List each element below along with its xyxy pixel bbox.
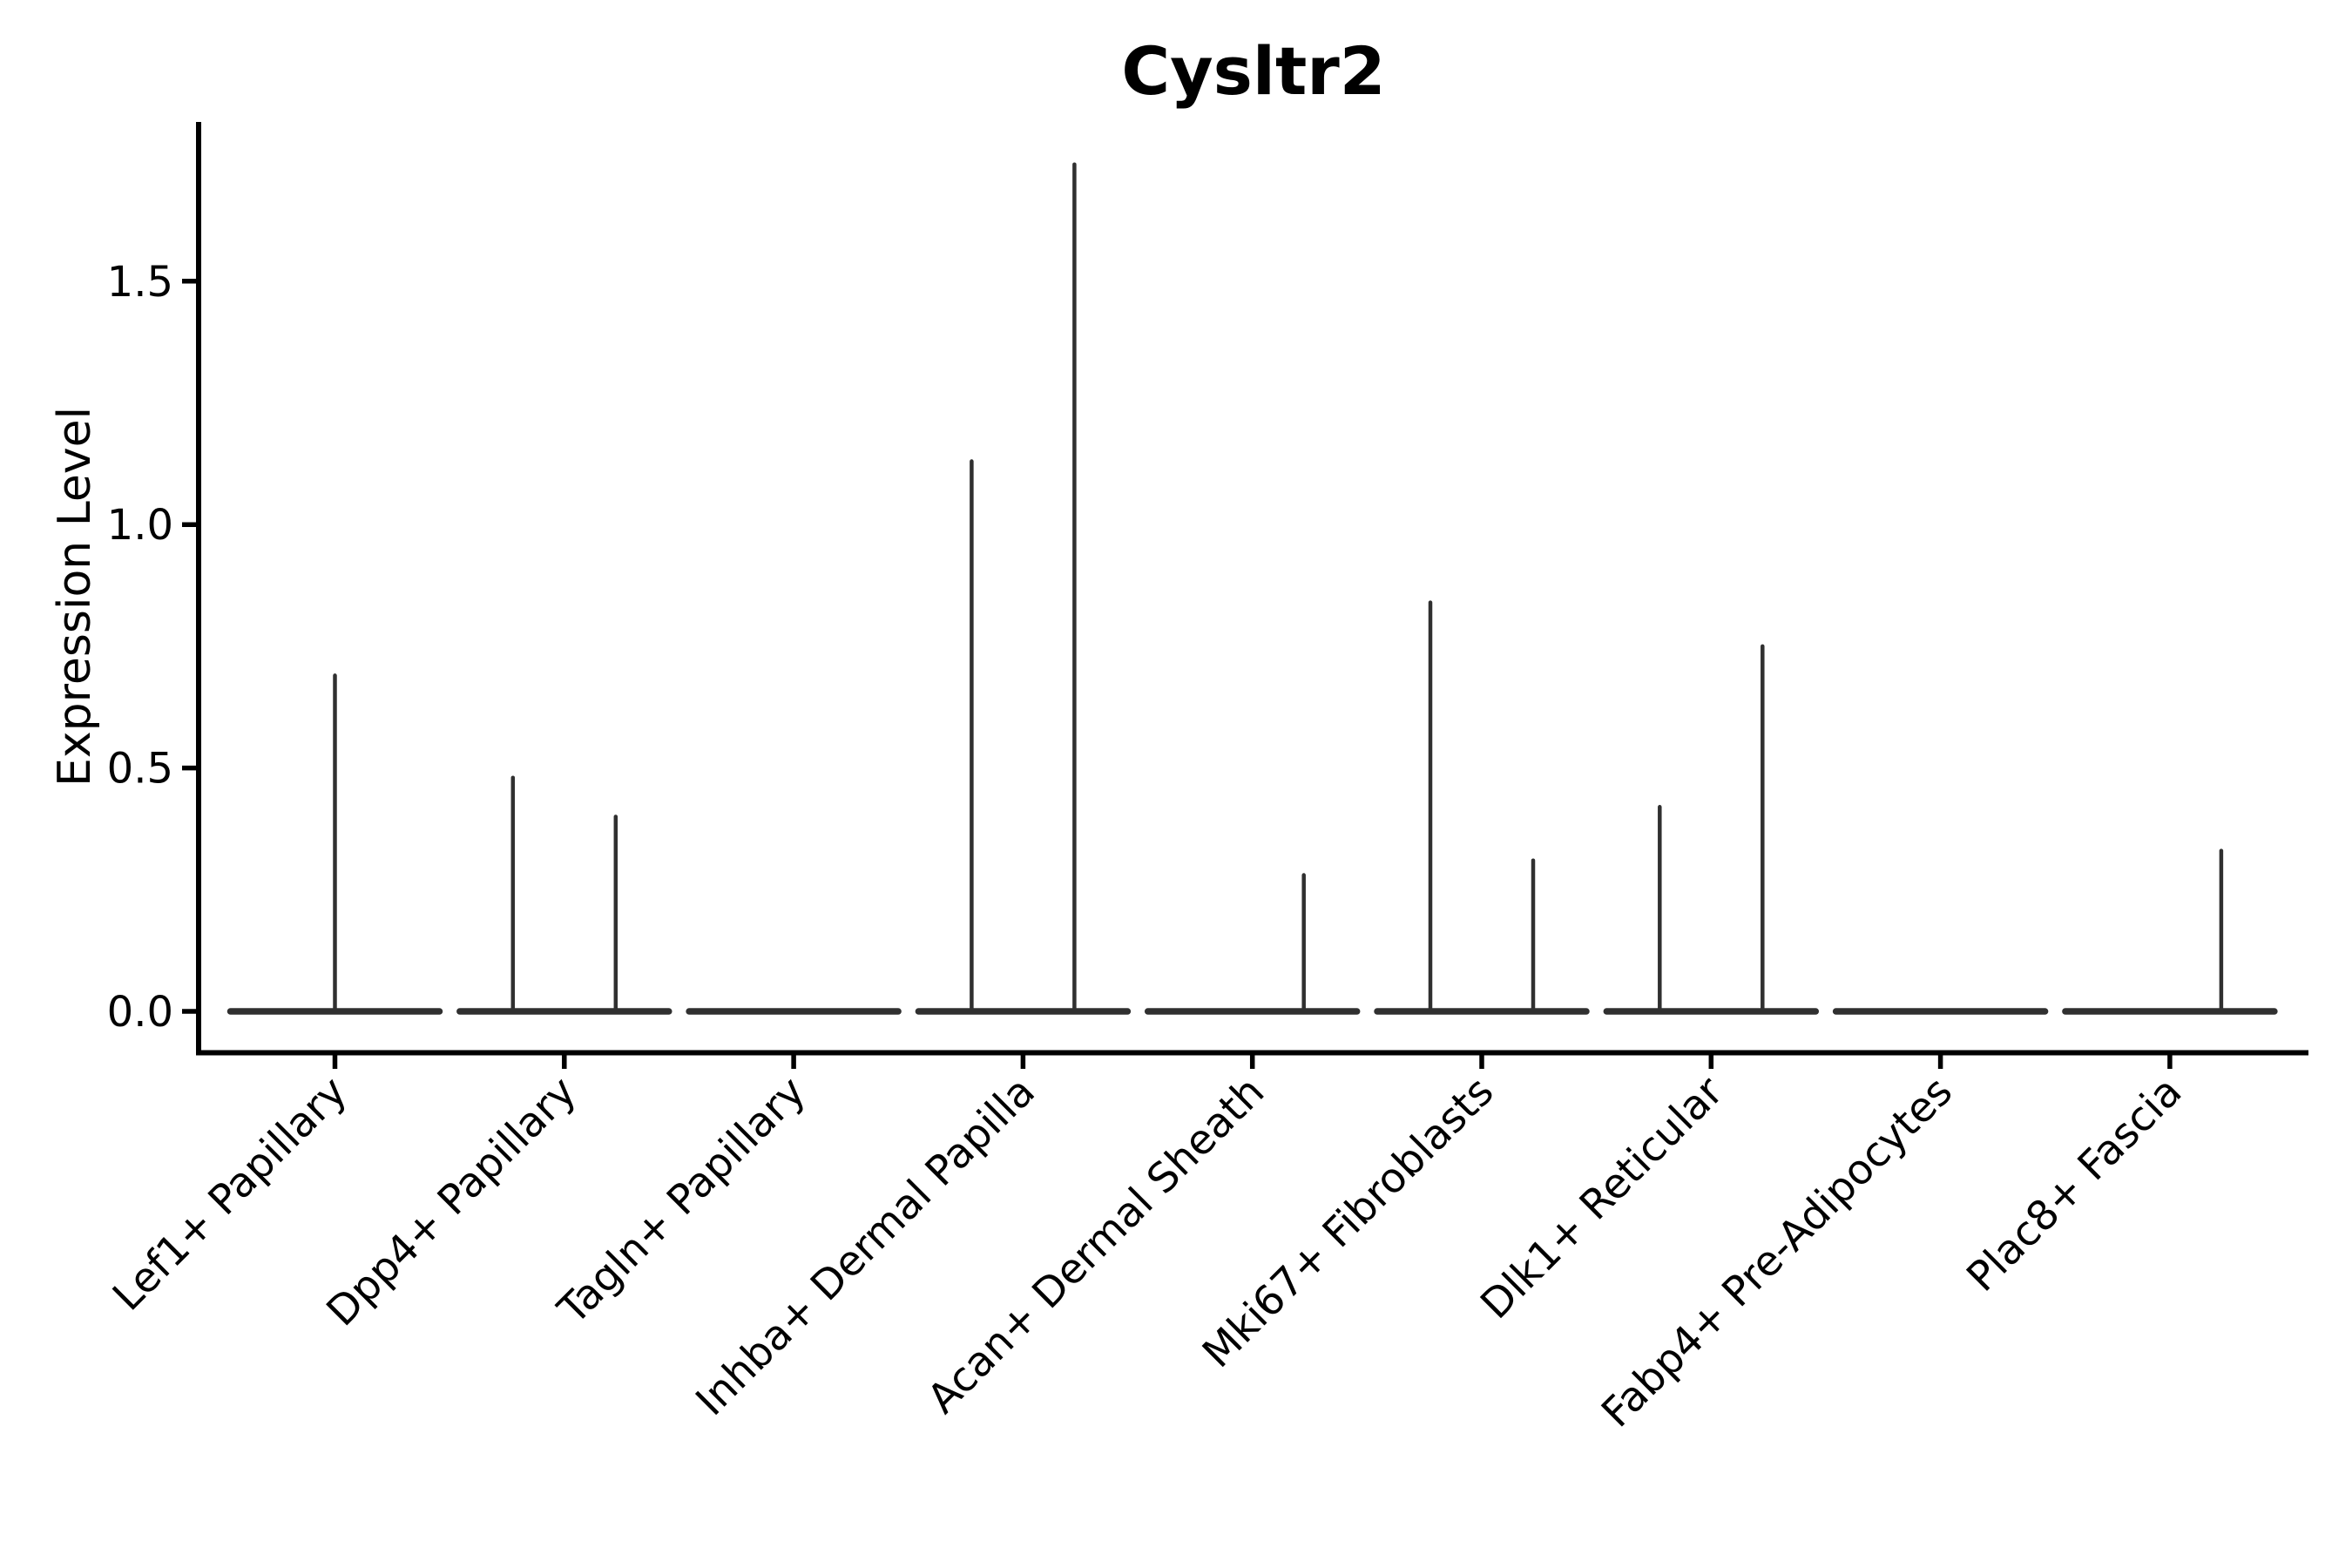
x-tick-label: Dpp4+ Papillary	[318, 1068, 586, 1336]
y-tick-label: 0.5	[107, 745, 173, 794]
x-tick-label: Lef1+ Papillary	[104, 1068, 356, 1321]
y-axis-label: Expression Level	[49, 407, 101, 787]
y-tick-label: 0.0	[107, 988, 173, 1037]
x-tick-label: Plac8+ Fascia	[1957, 1068, 2191, 1301]
y-tick-label: 1.0	[107, 501, 173, 550]
y-tick-label: 1.5	[107, 258, 173, 307]
x-tick-label: Dlk1+ Reticular	[1471, 1067, 1733, 1328]
violins-layer	[226, 162, 2278, 1015]
x-tick-label: Tagln+ Papillary	[549, 1068, 815, 1335]
axes-layer	[182, 122, 2308, 1069]
plot-title: Cysltr2	[1121, 32, 1385, 110]
